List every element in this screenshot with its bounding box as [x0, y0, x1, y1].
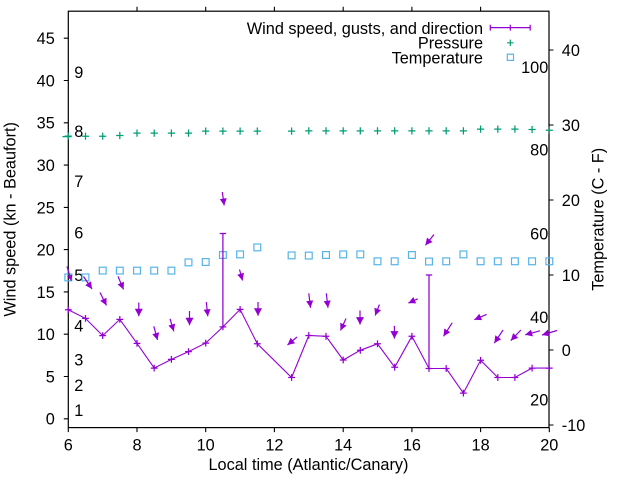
svg-text:20: 20 [540, 437, 558, 455]
svg-text:5: 5 [46, 368, 55, 386]
svg-text:4: 4 [74, 318, 83, 336]
svg-text:10: 10 [197, 437, 215, 455]
svg-text:Temperature (C - F): Temperature (C - F) [590, 148, 608, 291]
svg-text:9: 9 [74, 64, 83, 82]
svg-text:0: 0 [562, 342, 571, 360]
svg-text:Wind speed, gusts, and directi: Wind speed, gusts, and direction [247, 20, 483, 38]
svg-text:Wind speed (kn - Beaufort): Wind speed (kn - Beaufort) [2, 122, 20, 317]
svg-text:15: 15 [37, 284, 55, 302]
svg-text:Temperature: Temperature [392, 49, 483, 67]
svg-text:3: 3 [74, 352, 83, 370]
svg-text:45: 45 [37, 30, 55, 48]
svg-text:20: 20 [37, 242, 55, 260]
svg-text:-10: -10 [562, 417, 586, 435]
svg-text:7: 7 [74, 173, 83, 191]
svg-text:2: 2 [74, 377, 83, 395]
svg-text:12: 12 [265, 437, 283, 455]
svg-text:8: 8 [74, 123, 83, 141]
svg-text:80: 80 [530, 142, 548, 160]
svg-text:30: 30 [562, 117, 580, 135]
svg-text:35: 35 [37, 115, 55, 133]
svg-text:6: 6 [74, 225, 83, 243]
svg-text:6: 6 [64, 437, 73, 455]
svg-text:40: 40 [562, 42, 580, 60]
svg-text:5: 5 [74, 267, 83, 285]
svg-text:100: 100 [521, 59, 548, 77]
svg-text:10: 10 [562, 267, 580, 285]
svg-text:14: 14 [334, 437, 352, 455]
svg-text:40: 40 [530, 309, 548, 327]
svg-text:30: 30 [37, 157, 55, 175]
svg-text:20: 20 [562, 192, 580, 210]
svg-text:0: 0 [46, 411, 55, 429]
svg-text:60: 60 [530, 226, 548, 244]
svg-text:25: 25 [37, 199, 55, 217]
svg-text:10: 10 [37, 326, 55, 344]
svg-text:8: 8 [132, 437, 141, 455]
svg-text:Pressure: Pressure [418, 35, 483, 53]
svg-text:40: 40 [37, 72, 55, 90]
svg-text:Local time (Atlantic/Canary): Local time (Atlantic/Canary) [209, 456, 409, 474]
svg-text:16: 16 [403, 437, 421, 455]
svg-text:20: 20 [530, 391, 548, 409]
svg-text:18: 18 [472, 437, 490, 455]
svg-text:1: 1 [74, 402, 83, 420]
